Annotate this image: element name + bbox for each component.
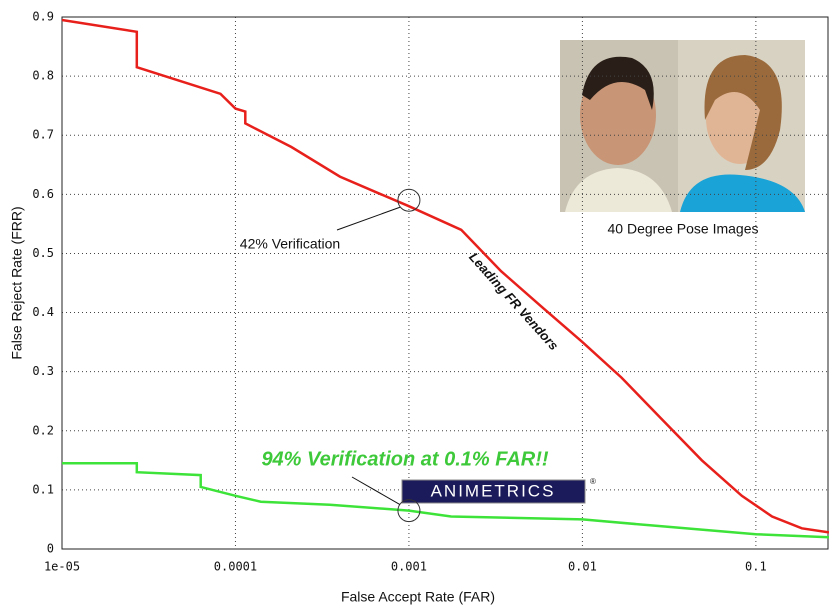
x-axis-label: False Accept Rate (FAR) bbox=[341, 589, 495, 605]
annotation-arrow bbox=[337, 207, 400, 230]
annotation-circle bbox=[398, 189, 420, 211]
y-axis-label: False Reject Rate (FRR) bbox=[9, 206, 25, 359]
series-logo: ANIMETRICS ® bbox=[402, 477, 596, 503]
x-tick-label: 0.01 bbox=[568, 560, 597, 574]
y-tick-label: 0.5 bbox=[32, 246, 54, 260]
y-tick-label: 0.9 bbox=[32, 10, 54, 24]
y-tick-label: 0.7 bbox=[32, 128, 54, 142]
y-tick-label: 0.6 bbox=[32, 187, 54, 201]
x-tick-label: 1e-05 bbox=[44, 560, 80, 574]
y-tick-label: 0.4 bbox=[32, 305, 54, 319]
y-tick-label: 0.8 bbox=[32, 69, 54, 83]
y-tick-label: 0.3 bbox=[32, 364, 54, 378]
y-tick-label: 0.1 bbox=[32, 482, 54, 496]
chart: 40 Degree Pose Images False Accept Rate … bbox=[0, 0, 829, 611]
annotation: 94% Verification at 0.1% FAR!! bbox=[261, 448, 548, 470]
y-tick-label: 0.2 bbox=[32, 423, 54, 437]
x-tick-label: 0.001 bbox=[391, 560, 427, 574]
registered: ® bbox=[590, 477, 596, 486]
image-caption: 40 Degree Pose Images bbox=[608, 221, 759, 237]
series-label: ANIMETRICS bbox=[431, 481, 556, 500]
x-tick-label: 0.1 bbox=[745, 560, 767, 574]
annotation: 42% Verification bbox=[240, 236, 340, 252]
series-label: Leading FR Vendors bbox=[466, 249, 561, 353]
pose-images bbox=[560, 40, 805, 212]
annotation-arrow bbox=[352, 477, 400, 505]
x-tick-label: 0.0001 bbox=[214, 560, 257, 574]
y-tick-label: 0 bbox=[47, 542, 54, 556]
